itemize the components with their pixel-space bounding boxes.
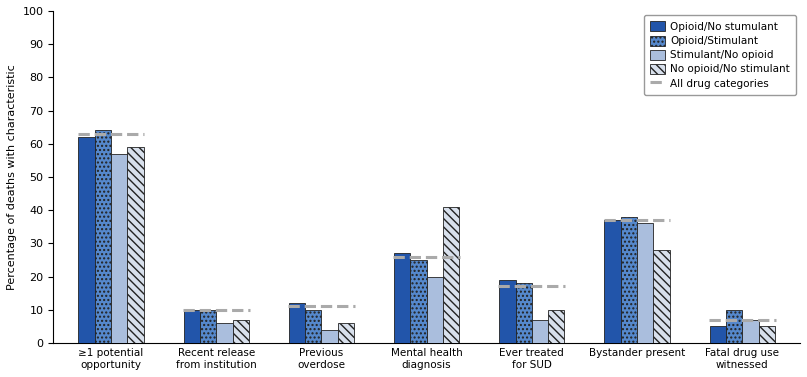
Bar <box>216 323 232 343</box>
Bar <box>394 253 410 343</box>
Bar <box>532 320 548 343</box>
Bar <box>78 137 94 343</box>
Bar <box>128 147 144 343</box>
Bar <box>443 207 459 343</box>
Bar <box>654 250 670 343</box>
Bar <box>604 220 621 343</box>
Bar <box>321 329 338 343</box>
Bar <box>94 130 111 343</box>
Bar <box>548 310 564 343</box>
Bar <box>709 326 726 343</box>
Bar <box>111 154 128 343</box>
Bar <box>410 260 427 343</box>
Bar <box>759 326 775 343</box>
Bar <box>516 283 532 343</box>
Bar <box>637 224 654 343</box>
Bar <box>184 310 200 343</box>
Bar <box>427 276 443 343</box>
Bar <box>621 217 637 343</box>
Y-axis label: Percentage of deaths with characteristic: Percentage of deaths with characteristic <box>7 64 17 290</box>
Bar <box>338 323 354 343</box>
Legend: Opioid/No stumulant, Opioid/Stimulant, Stimulant/No opioid, No opioid/No stimula: Opioid/No stumulant, Opioid/Stimulant, S… <box>644 15 796 95</box>
Bar <box>742 320 759 343</box>
Bar <box>232 320 249 343</box>
Bar <box>726 310 742 343</box>
Bar <box>289 303 305 343</box>
Bar <box>305 310 321 343</box>
Bar <box>200 310 216 343</box>
Bar <box>500 280 516 343</box>
